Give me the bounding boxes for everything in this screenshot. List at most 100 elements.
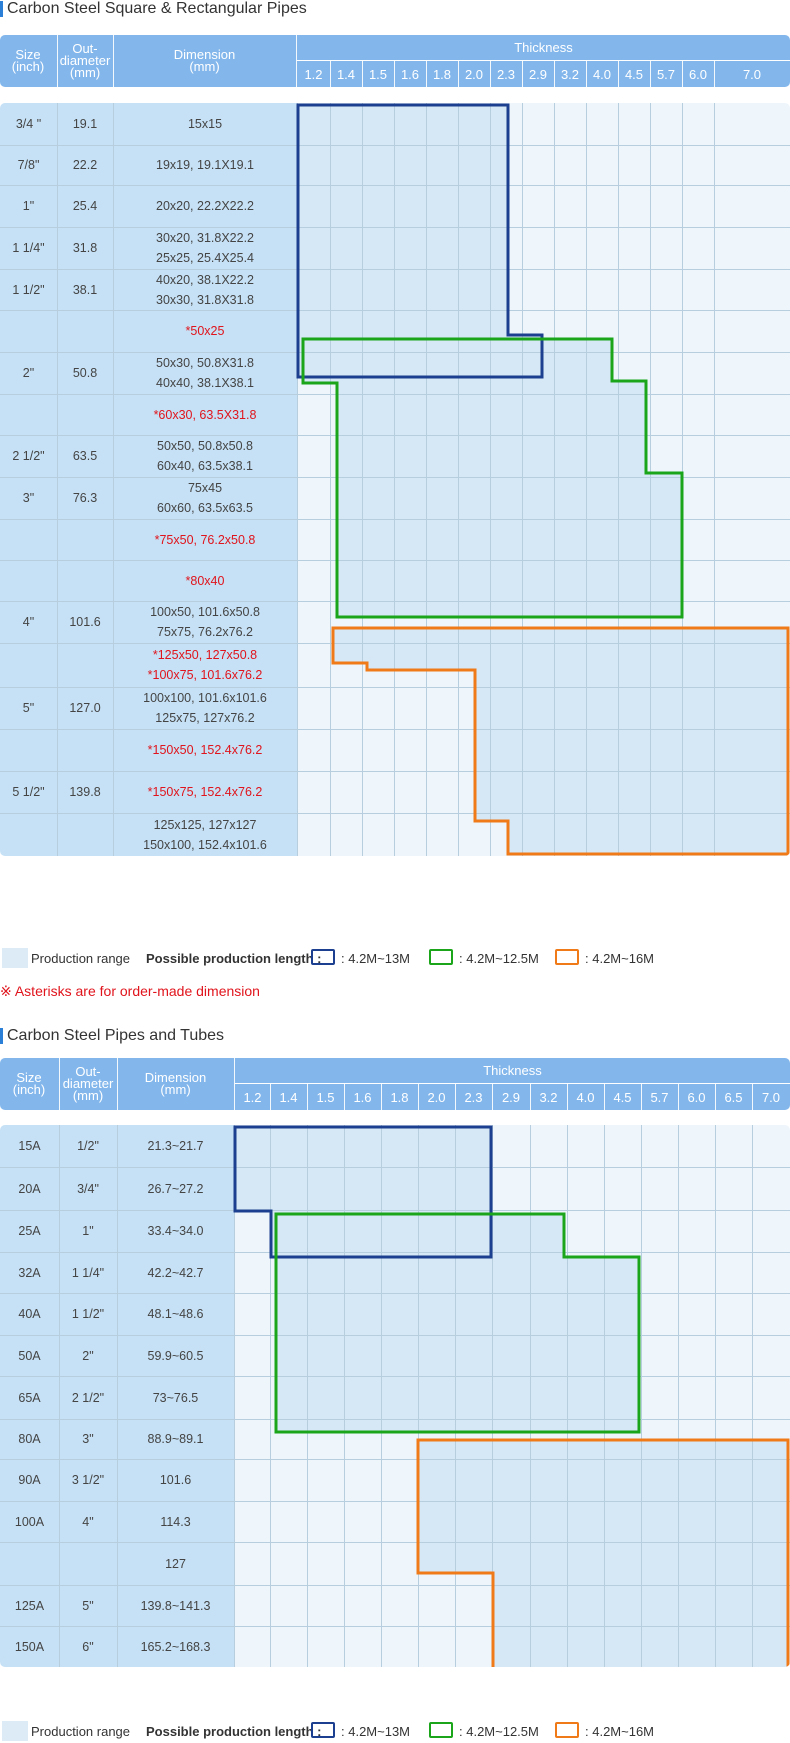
header-dimension: Dimension (mm)	[173, 47, 236, 74]
size-cell: 32A	[18, 1265, 41, 1280]
thickness-col-2-0: 2.0	[464, 66, 484, 82]
outdiameter-cell: 6"	[82, 1639, 94, 1654]
legend-range-label: Production range	[31, 1723, 131, 1739]
thickness-col-2-3: 2.3	[464, 1089, 483, 1105]
outdiameter-cell: 19.1	[72, 117, 98, 131]
dimension-cell: 127	[117, 1542, 234, 1585]
thickness-col-1-4: 1.4	[279, 1089, 298, 1105]
thickness-col-5-7: 5.7	[650, 1089, 669, 1105]
dimension-cell: 48.1~48.6	[117, 1293, 234, 1335]
dimension-cell: 101.6	[117, 1459, 234, 1501]
dimension-line: 125x75, 127x76.2	[155, 711, 255, 725]
thickness-col-1-2: 1.2	[243, 1089, 262, 1105]
table-header: Size (inch) Out-diameter (mm) Dimension (mm…	[0, 1058, 790, 1110]
dimension-line: 139.8~141.3	[140, 1598, 211, 1613]
production-range-swatch	[2, 1721, 28, 1741]
header-size: Size (inch)	[12, 1070, 46, 1097]
size-cell: 100A	[14, 1514, 45, 1529]
dimension-line: 60x60, 63.5x63.5	[157, 501, 253, 515]
legend-green-label: : 4.2M~12.5M	[459, 1723, 539, 1739]
table-row: 32A 1 1/4" 42.2~42.7	[0, 1252, 790, 1293]
thickness-col-4-0: 4.0	[576, 1089, 595, 1105]
legend-green-label: : 4.2M~12.5M	[459, 950, 539, 966]
legend-length-label: Possible production length :	[146, 950, 322, 966]
production-range-swatch	[2, 948, 28, 968]
table-row: *150x50, 152.4x76.2	[0, 729, 790, 771]
outdiameter-cell: 3"	[82, 1432, 94, 1446]
outdiameter-cell: 1/2"	[77, 1139, 99, 1153]
dimension-line: 20x20, 22.2X22.2	[156, 199, 254, 213]
legend-orange-label: : 4.2M~16M	[585, 1723, 655, 1739]
outdiameter-cell: 4"	[82, 1514, 94, 1529]
dimension-line: 60x40, 63.5x38.1	[157, 459, 253, 473]
dimension-cell: 50x30, 50.8X31.8 40x40, 38.1X38.1	[113, 352, 297, 394]
table-row: 127	[0, 1542, 790, 1585]
outdiameter-cell	[57, 643, 113, 687]
table-row: *125x50, 127x50.8 *100x75, 101.6x76.2	[0, 643, 790, 687]
size-cell	[0, 813, 57, 856]
dimension-line: *150x50, 152.4x76.2	[147, 743, 263, 757]
section1-title: Carbon Steel Square & Rectangular Pipes	[0, 0, 307, 22]
dimension-line: *80x40	[185, 573, 225, 588]
table-body: 15A 1/2" 21.3~21.7 20A 3/4" 26.7~27.2 25A 1" 33.…	[0, 1125, 790, 1667]
table-row: *75x50, 76.2x50.8	[0, 519, 790, 560]
size-cell: 5 1/2"	[12, 785, 45, 799]
outdiameter-cell: 63.5	[72, 449, 98, 463]
table-row: *50x25	[0, 310, 790, 352]
header-dimension: Dimension (mm)	[144, 1070, 207, 1097]
dimension-line: 165.2~168.3	[140, 1639, 211, 1654]
size-cell	[0, 729, 57, 771]
dimension-cell: 100x100, 101.6x101.6 125x75, 127x76.2	[113, 687, 297, 729]
dimension-line: 127	[165, 1556, 186, 1571]
outdiameter-cell: 31.8	[72, 241, 98, 255]
dimension-line: *50x25	[185, 324, 225, 338]
dimension-cell: 125x125, 127x127 150x100, 152.4x101.6	[113, 813, 297, 856]
dimension-cell: 33.4~34.0	[117, 1210, 234, 1252]
thickness-col-1-5: 1.5	[368, 66, 388, 82]
size-cell: 4"	[22, 615, 35, 629]
table-row: 3/4 " 19.1 15x15	[0, 103, 790, 145]
table-row: 1" 25.4 20x20, 22.2X22.2	[0, 185, 790, 227]
outdiameter-cell: 1 1/2"	[71, 1307, 105, 1321]
table-row: *80x40	[0, 560, 790, 601]
outdiameter-cell	[59, 1542, 117, 1585]
size-cell: 1"	[22, 199, 35, 213]
dimension-line: 48.1~48.6	[147, 1307, 204, 1321]
legend-blue-label: : 4.2M~13M	[341, 1723, 411, 1739]
dimension-line: 75x45	[187, 481, 223, 495]
thickness-col-2-9: 2.9	[501, 1089, 521, 1105]
size-cell	[0, 643, 57, 687]
thickness-col-7-0: 7.0	[742, 66, 762, 82]
thickness-col-2-3: 2.3	[496, 66, 516, 82]
dimension-line: *75x50, 76.2x50.8	[154, 532, 256, 547]
outdiameter-cell	[57, 394, 113, 435]
legend-range-label: Production range	[31, 950, 131, 966]
dimension-cell: *80x40	[113, 560, 297, 601]
outdiameter-cell: 50.8	[72, 366, 98, 380]
thickness-col-7-0: 7.0	[761, 1089, 781, 1105]
header-outdiameter: Out-diameter (mm)	[62, 1064, 114, 1103]
outdiameter-cell: 5"	[82, 1598, 94, 1613]
table-row: 100A 4" 114.3	[0, 1501, 790, 1542]
table-row: 2" 50.8 50x30, 50.8X31.8 40x40, 38.1X38.1	[0, 352, 790, 394]
size-cell	[0, 394, 57, 435]
dimension-cell: 139.8~141.3	[117, 1585, 234, 1626]
table-row: 125x125, 127x127 150x100, 152.4x101.6	[0, 813, 790, 856]
order-made-note: ※ Asterisks are for order-made dimension	[0, 983, 260, 999]
size-cell: 1 1/2"	[12, 282, 45, 297]
size-cell: 40A	[18, 1307, 41, 1321]
size-cell: 3"	[22, 491, 35, 505]
legend-length-label: Possible production length :	[146, 1723, 322, 1739]
dimension-cell: 26.7~27.2	[117, 1167, 234, 1210]
table-header: Size (inch) Out-diameter (mm) Dimension (mm…	[0, 35, 790, 87]
dimension-cell: 165.2~168.3	[117, 1626, 234, 1667]
dimension-cell: 19x19, 19.1X19.1	[113, 145, 297, 185]
dimension-line: *60x30, 63.5X31.8	[153, 407, 257, 422]
dimension-line: *100x75, 101.6x76.2	[147, 668, 263, 682]
thickness-col-5-7: 5.7	[656, 66, 676, 82]
section2-title: Carbon Steel Pipes and Tubes	[0, 1027, 224, 1049]
outdiameter-cell	[57, 729, 113, 771]
size-cell: 150A	[14, 1639, 45, 1654]
table-row: *60x30, 63.5X31.8	[0, 394, 790, 435]
legend-blue-box	[311, 949, 335, 965]
